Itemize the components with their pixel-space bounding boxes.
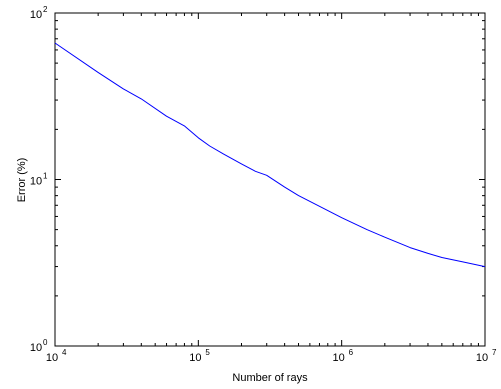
x-tick-label: 10 — [46, 352, 58, 364]
y-tick-label: 10 — [30, 342, 42, 354]
tick-marks — [54, 12, 486, 347]
y-tick-label: 10 — [30, 176, 42, 188]
x-tick-label: 10 — [476, 352, 488, 364]
y-tick-exponent: 0 — [43, 338, 48, 347]
x-tick-label: 10 — [189, 352, 201, 364]
x-tick-exponent: 6 — [349, 348, 354, 357]
y-tick-exponent: 2 — [43, 5, 48, 14]
y-tick-exponent: 1 — [43, 172, 48, 181]
x-axis-label: Number of rays — [232, 372, 308, 384]
x-tick-exponent: 7 — [492, 348, 497, 357]
x-tick-exponent: 4 — [62, 348, 67, 357]
series-layer — [54, 42, 486, 268]
series-line — [54, 42, 486, 268]
y-axis-label: Error (%) — [16, 158, 28, 203]
y-tick-label: 10 — [30, 9, 42, 21]
x-tick-exponent: 5 — [205, 348, 210, 357]
plot-area-frame — [54, 12, 486, 347]
x-tick-label: 10 — [333, 352, 345, 364]
tick-labels: 10 4 10 5 10 6 10 710 010 110 2 — [30, 5, 497, 364]
